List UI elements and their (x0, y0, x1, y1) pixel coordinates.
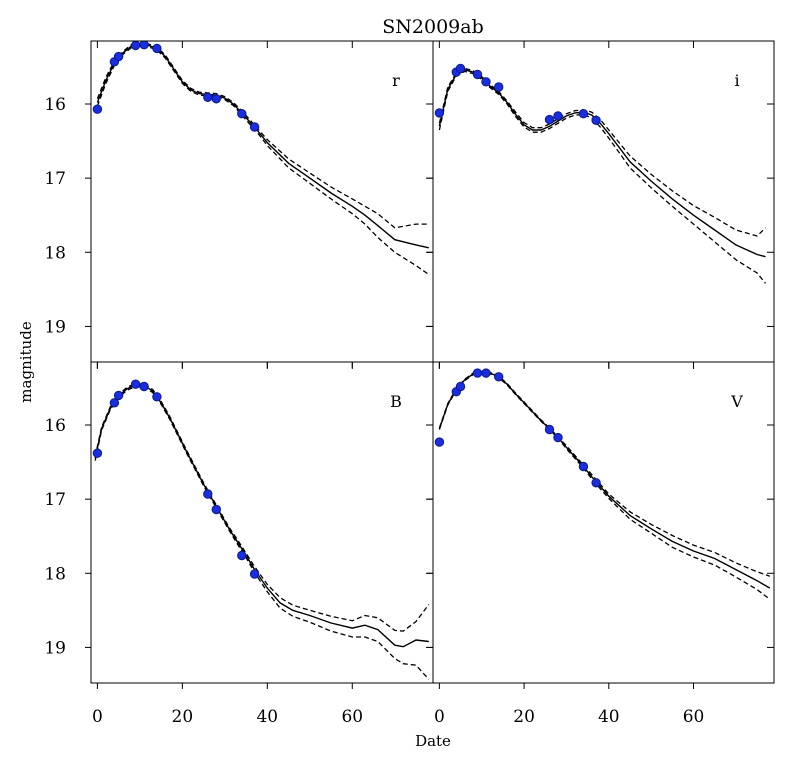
panel-i: i (427, 40, 775, 368)
x-axis-label: Date (415, 732, 451, 750)
data-point-B (152, 392, 162, 402)
x-tick-label: 20 (172, 707, 194, 727)
x-tick-label: 60 (341, 707, 363, 727)
data-point-r (130, 41, 141, 51)
data-point-V (455, 381, 466, 392)
data-point-r (203, 92, 213, 103)
panel-r: r (85, 40, 434, 368)
data-point-B (203, 489, 213, 499)
fit-upper-B (94, 382, 430, 632)
data-point-V (481, 368, 491, 378)
panels-grid: r i B V (85, 40, 775, 689)
data-point-i (578, 109, 589, 119)
band-label-V: V (730, 392, 743, 411)
data-point-B (113, 390, 124, 401)
y-tick-label: 17 (44, 490, 66, 510)
data-point-i (553, 111, 563, 121)
data-point-r (139, 41, 149, 50)
data-point-B (92, 448, 103, 458)
data-point-V (434, 437, 445, 447)
band-label-i: i (734, 71, 739, 90)
fit-lower-r (96, 45, 430, 276)
y-tick-label: 17 (44, 169, 66, 189)
data-point-i (494, 82, 504, 92)
data-point-V (544, 424, 555, 435)
y-tick-label: 16 (44, 416, 66, 436)
band-label-r: r (392, 71, 400, 90)
fit-line-V (438, 371, 771, 589)
panel-V: V (427, 361, 775, 689)
y-axis-label: magnitude (17, 321, 35, 403)
data-point-V (553, 432, 563, 443)
band-label-B: B (390, 392, 402, 411)
data-point-i (434, 108, 445, 118)
data-point-V (494, 372, 504, 382)
y-tick-label: 19 (44, 317, 66, 337)
data-point-B (249, 569, 260, 579)
y-tick-label: 18 (44, 243, 66, 263)
fit-lower-V (438, 372, 771, 600)
data-point-B (130, 379, 141, 389)
fit-upper-V (438, 370, 771, 577)
data-point-i (481, 77, 491, 87)
fit-line-B (94, 384, 429, 648)
data-point-r (92, 104, 103, 114)
chart-title: SN2009ab (382, 16, 484, 38)
y-tick-label: 19 (44, 638, 66, 658)
panel-frame-B (90, 361, 434, 684)
plot-area-i (434, 63, 767, 284)
x-tick-label: 0 (434, 707, 445, 727)
fit-line-i (438, 69, 766, 258)
data-point-i (591, 115, 601, 126)
plot-area-B (92, 379, 430, 680)
fit-upper-i (438, 67, 766, 237)
fit-line-r (96, 43, 429, 249)
panel-frame-r (90, 40, 434, 363)
x-tick-label: 20 (513, 707, 535, 727)
fit-upper-r (96, 42, 429, 229)
data-point-V (578, 461, 589, 472)
x-tick-label: 40 (256, 707, 278, 727)
data-point-i (472, 69, 483, 80)
fit-lower-i (438, 70, 767, 284)
data-point-B (109, 398, 120, 408)
data-point-r (211, 94, 222, 104)
y-tick-label: 16 (44, 95, 66, 115)
data-point-i (544, 114, 555, 125)
data-point-r (113, 51, 124, 62)
plot-area-r (92, 41, 430, 276)
x-tick-label: 0 (92, 707, 103, 727)
data-point-r (237, 109, 247, 119)
panel-frame-i (432, 40, 775, 363)
x-tick-label: 60 (683, 707, 705, 727)
x-tick-labels: 0 20 40 60 0 20 40 60 (92, 707, 704, 727)
data-point-B (139, 381, 149, 392)
fit-lower-B (94, 385, 430, 680)
x-tick-label: 40 (598, 707, 620, 727)
y-tick-label: 18 (44, 564, 66, 584)
data-point-V (472, 368, 483, 378)
data-point-B (211, 504, 222, 515)
data-point-r (152, 43, 162, 54)
y-tick-labels: 16 17 18 19 16 17 18 19 (44, 95, 66, 658)
data-point-V (591, 478, 601, 488)
plot-area-V (434, 368, 771, 600)
data-point-i (455, 63, 466, 74)
data-point-B (237, 550, 247, 561)
panel-frame-V (432, 361, 775, 684)
panel-B: B (85, 361, 434, 689)
data-point-r (249, 122, 260, 132)
